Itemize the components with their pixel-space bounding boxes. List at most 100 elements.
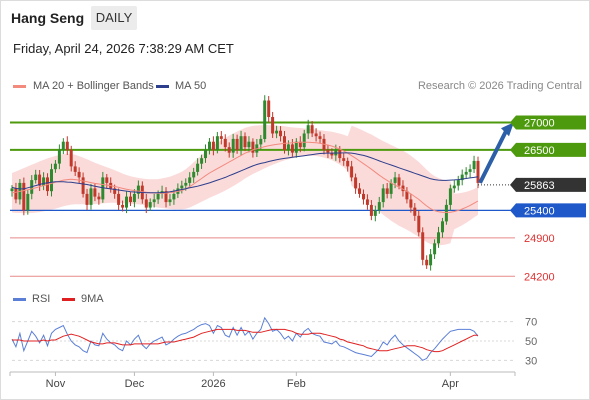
candle-body [38, 174, 42, 186]
candle-body [113, 188, 117, 194]
candle-body [330, 152, 334, 156]
candle-body [437, 232, 440, 244]
x-tick-label: Feb [287, 378, 306, 390]
timeframe-button[interactable]: DAILY [91, 6, 137, 30]
x-tick-label: 2026 [201, 378, 225, 390]
candle-body [53, 163, 57, 170]
candle-body [97, 196, 101, 200]
candle-body [369, 204, 373, 216]
candle-body [243, 136, 247, 148]
candle-body [302, 133, 306, 148]
ma50-line [11, 152, 479, 194]
candle-body [342, 158, 346, 161]
candle-body [156, 193, 160, 200]
candle-body [429, 254, 433, 266]
candle-body [93, 188, 97, 197]
candle-body [14, 188, 18, 200]
legend-rsi-label: RSI [32, 293, 51, 305]
legend-ma20-label: MA 20 + Bollinger Bands [33, 80, 154, 92]
candle-body [464, 171, 468, 175]
level-label-24900: 24900 [524, 233, 555, 245]
level-label-24200: 24200 [524, 271, 555, 283]
candle-body [65, 141, 69, 150]
candle-body [200, 158, 204, 164]
level-label-27000-box [510, 115, 586, 130]
candle-body [81, 177, 85, 194]
candle-body [204, 149, 207, 159]
candle-body [105, 177, 109, 183]
candle-body [338, 149, 342, 159]
candle-body [34, 174, 38, 181]
candle-body [211, 141, 215, 150]
level-label-27000: 27000 [524, 117, 555, 129]
candle-body [129, 196, 132, 203]
legend-ma20-swatch [13, 85, 26, 88]
candle-body [314, 133, 318, 137]
candle-body [425, 259, 429, 266]
candle-body [208, 141, 211, 150]
legend-ma9-label: 9MA [81, 293, 104, 305]
candle-body [393, 177, 397, 183]
candle-body [275, 130, 279, 134]
candle-body [452, 185, 456, 189]
candle-body [468, 169, 472, 172]
candle-body [401, 185, 405, 192]
candle-body [184, 182, 188, 186]
rsi-ma9-line [12, 328, 478, 353]
x-tick-label: Apr [442, 378, 459, 390]
candle-body [219, 136, 223, 139]
instrument-title: Hang Seng [11, 10, 85, 26]
candle-body [42, 177, 46, 186]
candle-body [354, 177, 358, 189]
candle-body [73, 166, 77, 172]
candle-body [365, 199, 369, 205]
candle-body [152, 199, 156, 203]
candle-body [405, 191, 409, 200]
candle-body [472, 160, 476, 170]
candle-body [192, 171, 196, 178]
legend-ma50-swatch [156, 85, 169, 88]
level-label-25400: 25400 [524, 205, 555, 217]
candle-body [267, 100, 271, 117]
candle-body [476, 160, 480, 183]
candle-body [132, 193, 136, 203]
candle-body [85, 193, 89, 205]
candle-body [290, 144, 294, 153]
legend-ma50-label: MA 50 [175, 80, 207, 92]
level-label-current-box [510, 177, 586, 192]
candle-body [377, 202, 381, 211]
candle-body [456, 180, 460, 186]
forecast-arrow-shaft [478, 130, 508, 184]
level-label-current: 25863 [524, 180, 555, 192]
candle-body [89, 188, 93, 205]
candle-body [136, 185, 140, 194]
candle-body [460, 174, 464, 181]
candle-body [227, 147, 231, 153]
credit-text: Research © 2026 Trading Central [417, 80, 582, 92]
candle-body [263, 100, 267, 139]
candle-body [172, 193, 176, 200]
candle-body [259, 138, 263, 145]
candle-body [385, 188, 389, 194]
candle-body [409, 199, 413, 208]
candle-body [346, 160, 350, 167]
x-tick-label: Nov [46, 378, 66, 390]
candle-body [144, 199, 148, 208]
candle-body [413, 207, 417, 216]
candle-body [326, 149, 330, 153]
candle-body [421, 232, 425, 260]
candle-body [239, 136, 243, 150]
candle-body [148, 202, 152, 208]
rsi-tick-label: 70 [525, 317, 537, 329]
candle-body [286, 144, 290, 150]
candle-body [235, 138, 239, 150]
level-label-26500: 26500 [524, 145, 555, 157]
candle-body [373, 210, 377, 216]
candle-body [125, 196, 128, 208]
candle-body [10, 188, 14, 192]
candle-body [101, 177, 105, 200]
candle-body [444, 204, 448, 222]
candle-body [310, 125, 314, 134]
rsi-line [11, 316, 479, 361]
